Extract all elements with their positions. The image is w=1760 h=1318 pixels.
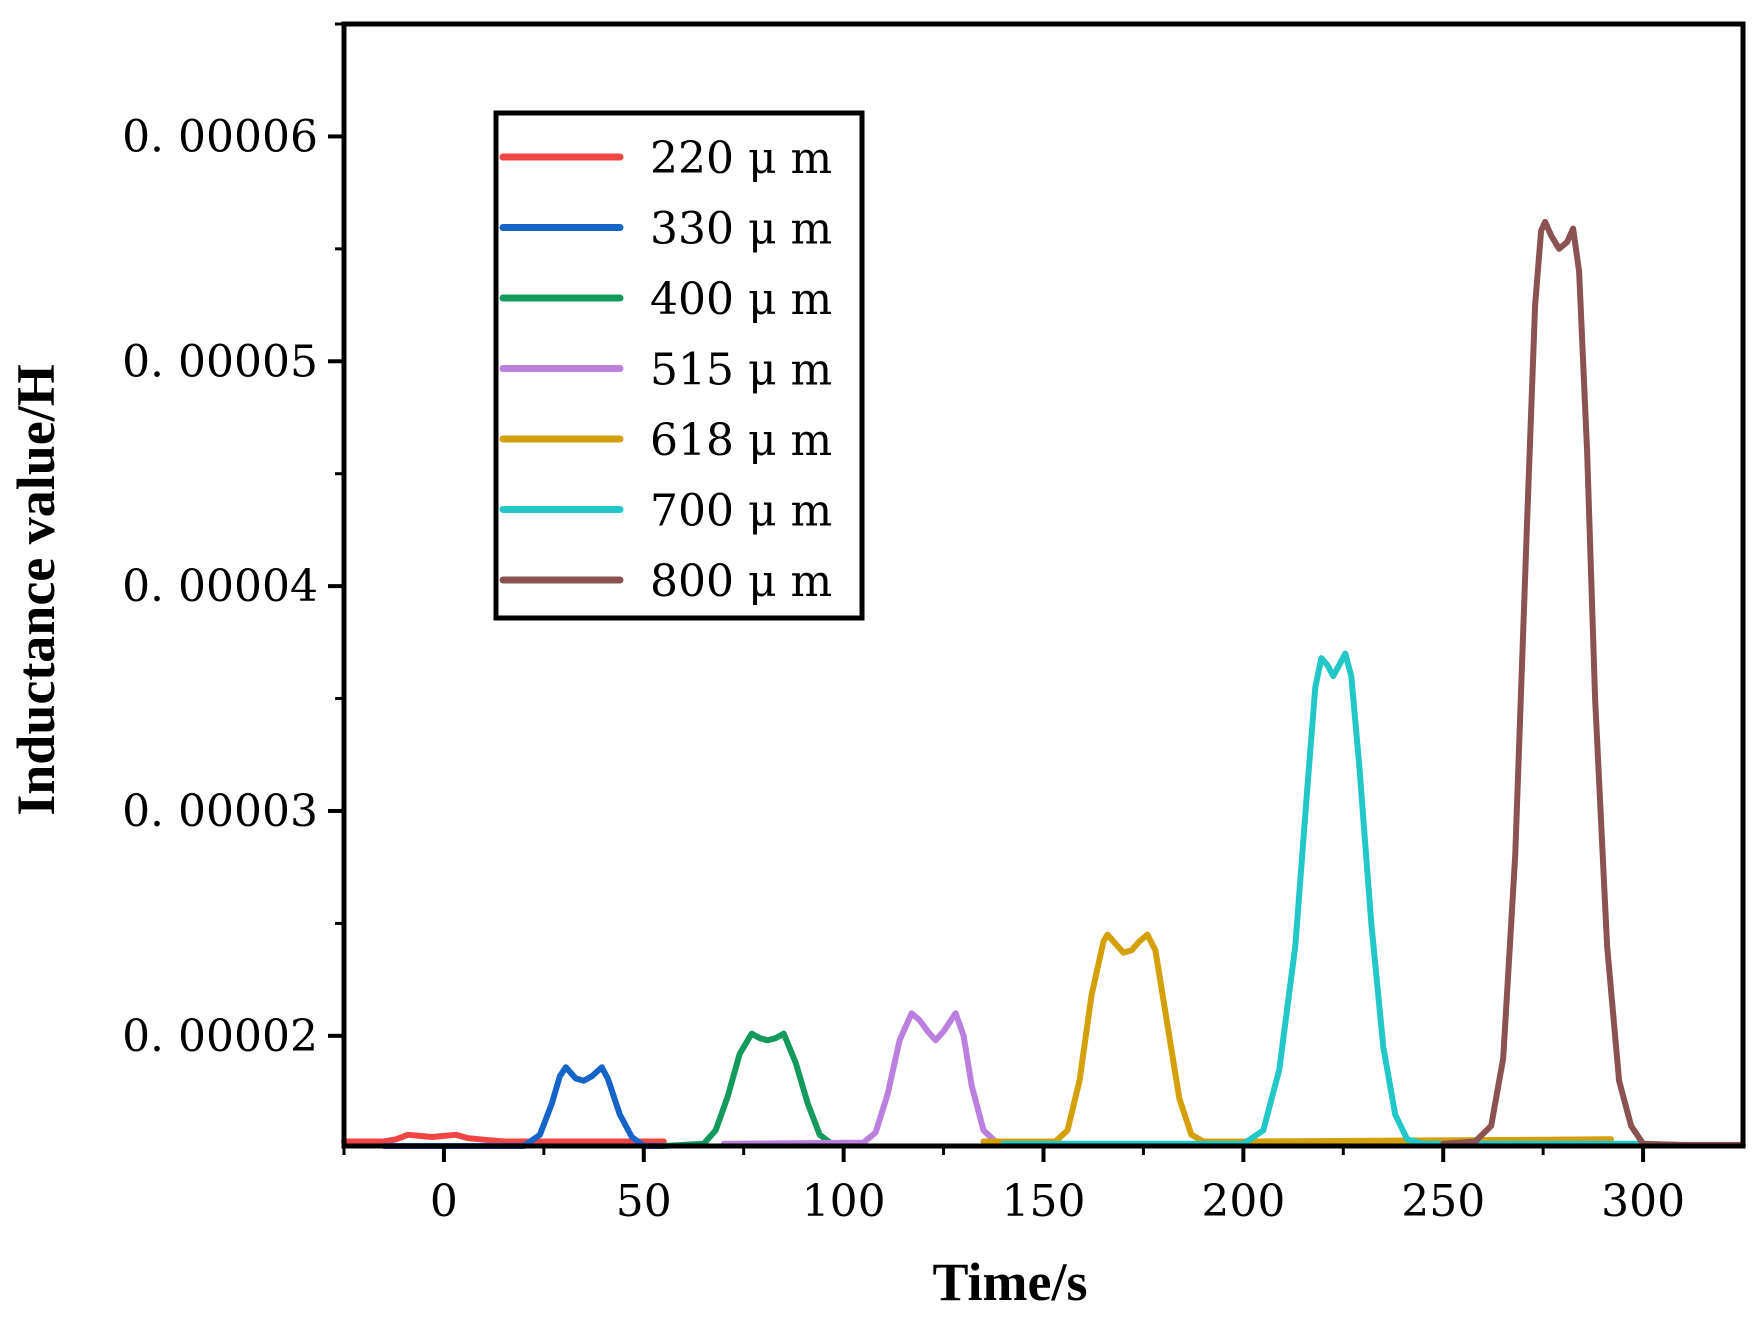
legend-label-5: 618 μ m <box>650 415 832 466</box>
x-tick-label: 100 <box>802 1176 886 1227</box>
y-tick-label: 0. 00003 <box>122 786 318 837</box>
x-tick-label: 150 <box>1002 1176 1086 1227</box>
series-line-2 <box>381 1064 667 1149</box>
y-tick-label: 0. 00005 <box>122 336 318 387</box>
series-line-6 <box>1000 650 1647 1147</box>
legend-label-7: 800 μ m <box>650 556 832 607</box>
legend-label-4: 515 μ m <box>650 345 832 396</box>
legend-label-1: 220 μ m <box>650 133 832 184</box>
x-axis-title: Time/s <box>932 1252 1087 1312</box>
x-tick-label: 300 <box>1601 1176 1685 1227</box>
legend-label-6: 700 μ m <box>650 486 832 537</box>
legend-label-2: 330 μ m <box>650 204 832 255</box>
legend: 220 μ m 330 μ m 400 μ m 515 μ m 618 μ m 700 μ… <box>493 110 865 621</box>
series-line-1 <box>341 1131 667 1145</box>
y-tick-label: 0. 00004 <box>122 561 318 612</box>
series-layer <box>341 218 1746 1149</box>
y-tick-label: 0. 00006 <box>122 111 318 162</box>
series-line-7 <box>1440 218 1746 1148</box>
y-tick-label: 0. 00002 <box>122 1011 318 1062</box>
x-tick-label: 250 <box>1401 1176 1485 1227</box>
series-line-5 <box>980 931 1615 1145</box>
x-tick-label: 50 <box>616 1176 672 1227</box>
series-line-3 <box>660 1030 847 1149</box>
series-line-4 <box>720 1010 1027 1147</box>
legend-items: 220 μ m 330 μ m 400 μ m 515 μ m 618 μ m 700 μ… <box>499 133 832 607</box>
y-axis-title: Inductance value/H <box>6 364 66 816</box>
x-tick-label: 200 <box>1201 1176 1285 1227</box>
legend-label-3: 400 μ m <box>650 274 832 325</box>
ticks-layer: 0 50 100 150 200 250 300 0. 00002 0. 00003 0. 000… <box>122 22 1685 1227</box>
x-tick-label: 0 <box>430 1176 458 1227</box>
